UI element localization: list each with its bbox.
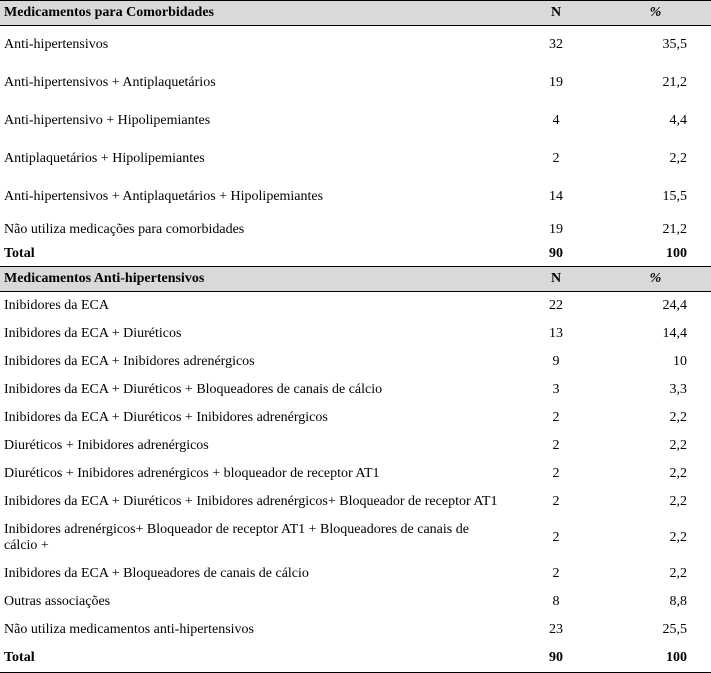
table-row: Não utiliza medicações para comorbidades… [0,216,711,244]
row-label: Outras associações [0,588,512,616]
row-label: Inibidores da ECA + Diuréticos [0,320,512,348]
row-label: Não utiliza medicamentos anti-hipertensi… [0,616,512,644]
total-n: 90 [512,644,600,673]
row-label: Inibidores adrenérgicos+ Bloqueador de r… [0,516,512,560]
row-pct: 24,4 [600,292,711,321]
row-label: Inibidores da ECA + Bloqueadores de cana… [0,560,512,588]
row-n: 19 [512,216,600,244]
table-row: Anti-hipertensivos 32 35,5 [0,26,711,65]
total-pct: 100 [600,644,711,673]
row-n: 32 [512,26,600,65]
table-row: Inibidores adrenérgicos+ Bloqueador de r… [0,516,711,560]
row-n: 23 [512,616,600,644]
row-pct: 2,2 [600,140,711,178]
row-label: Anti-hipertensivo + Hipolipemiantes [0,102,512,140]
table-row: Inibidores da ECA + Diuréticos + Inibido… [0,488,711,516]
row-pct: 25,5 [600,616,711,644]
row-label: Diuréticos + Inibidores adrenérgicos + b… [0,460,512,488]
row-label: Antiplaquetários + Hipolipemiantes [0,140,512,178]
row-n: 2 [512,404,600,432]
row-label: Anti-hipertensivos [0,26,512,65]
row-label: Inibidores da ECA + Diuréticos + Inibido… [0,404,512,432]
row-pct: 2,2 [600,560,711,588]
total-n: 90 [512,244,600,267]
row-label: Inibidores da ECA + Diuréticos + Inibido… [0,488,512,516]
row-n: 2 [512,460,600,488]
row-pct: 14,4 [600,320,711,348]
table-row: Inibidores da ECA + Diuréticos 13 14,4 [0,320,711,348]
row-n: 2 [512,432,600,460]
section2-header-row: Medicamentos Anti-hipertensivos N % [0,267,711,292]
row-pct: 2,2 [600,432,711,460]
row-n: 2 [512,560,600,588]
row-pct: 2,2 [600,460,711,488]
total-pct: 100 [600,244,711,267]
row-pct: 21,2 [600,216,711,244]
table-row: Anti-hipertensivos + Antiplaquetários 19… [0,64,711,102]
table-row: Inibidores da ECA + Bloqueadores de cana… [0,560,711,588]
table-row: Anti-hipertensivo + Hipolipemiantes 4 4,… [0,102,711,140]
row-label: Anti-hipertensivos + Antiplaquetários + … [0,178,512,216]
table-row: Anti-hipertensivos + Antiplaquetários + … [0,178,711,216]
row-n: 13 [512,320,600,348]
row-pct: 4,4 [600,102,711,140]
section2-total-row: Total 90 100 [0,644,711,673]
row-label: Inibidores da ECA + Inibidores adrenérgi… [0,348,512,376]
row-n: 19 [512,64,600,102]
row-n: 3 [512,376,600,404]
row-label: Inibidores da ECA + Diuréticos + Bloquea… [0,376,512,404]
row-n: 4 [512,102,600,140]
table-row: Diuréticos + Inibidores adrenérgicos 2 2… [0,432,711,460]
section1-header-n: N [512,1,600,26]
row-label: Inibidores da ECA [0,292,512,321]
row-pct: 35,5 [600,26,711,65]
section1-total-row: Total 90 100 [0,244,711,267]
row-n: 2 [512,516,600,560]
row-label: Não utiliza medicações para comorbidades [0,216,512,244]
table-row: Inibidores da ECA + Diuréticos + Inibido… [0,404,711,432]
row-pct: 2,2 [600,516,711,560]
section1-header-row: Medicamentos para Comorbidades N % [0,1,711,26]
section1-header-label: Medicamentos para Comorbidades [0,1,512,26]
row-n: 9 [512,348,600,376]
total-label: Total [0,644,512,673]
row-n: 8 [512,588,600,616]
row-n: 22 [512,292,600,321]
table-row: Outras associações 8 8,8 [0,588,711,616]
section2-header-n: N [512,267,600,292]
table-row: Diuréticos + Inibidores adrenérgicos + b… [0,460,711,488]
section2-header-pct: % [600,267,711,292]
section1-header-pct: % [600,1,711,26]
medications-table: Medicamentos para Comorbidades N % Anti-… [0,0,711,673]
row-label: Diuréticos + Inibidores adrenérgicos [0,432,512,460]
row-pct: 10 [600,348,711,376]
table-row: Antiplaquetários + Hipolipemiantes 2 2,2 [0,140,711,178]
row-pct: 2,2 [600,488,711,516]
row-pct: 2,2 [600,404,711,432]
table-row: Inibidores da ECA + Diuréticos + Bloquea… [0,376,711,404]
table-row: Inibidores da ECA 22 24,4 [0,292,711,321]
row-label: Anti-hipertensivos + Antiplaquetários [0,64,512,102]
row-pct: 3,3 [600,376,711,404]
row-pct: 15,5 [600,178,711,216]
section2-header-label: Medicamentos Anti-hipertensivos [0,267,512,292]
total-label: Total [0,244,512,267]
table-row: Não utiliza medicamentos anti-hipertensi… [0,616,711,644]
table-row: Inibidores da ECA + Inibidores adrenérgi… [0,348,711,376]
row-n: 2 [512,488,600,516]
row-pct: 21,2 [600,64,711,102]
row-n: 2 [512,140,600,178]
row-n: 14 [512,178,600,216]
row-pct: 8,8 [600,588,711,616]
